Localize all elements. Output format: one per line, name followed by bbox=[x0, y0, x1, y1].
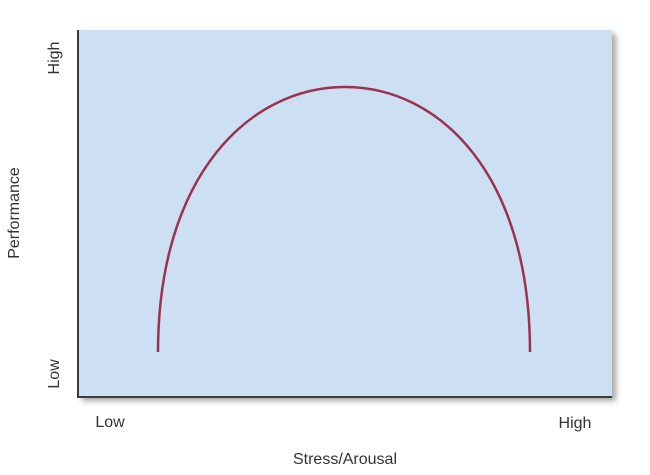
x-low-label: Low bbox=[95, 414, 125, 431]
x-axis-title: Stress/Arousal bbox=[293, 451, 397, 468]
performance-curve bbox=[156, 85, 532, 353]
y-axis-title: Performance bbox=[6, 167, 23, 259]
plot-area bbox=[78, 30, 612, 397]
y-low-label: Low bbox=[46, 359, 63, 389]
y-high-label: High bbox=[46, 42, 63, 75]
x-high-label: High bbox=[559, 415, 592, 432]
